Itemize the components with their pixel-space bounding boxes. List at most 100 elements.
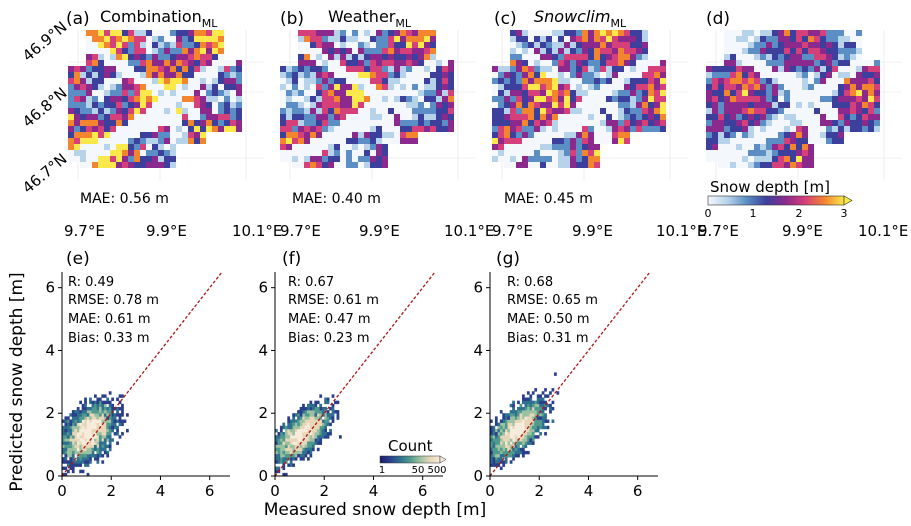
map-cell — [850, 96, 856, 102]
density-bin — [522, 438, 525, 442]
map-cell — [546, 72, 552, 78]
map-cell — [442, 96, 448, 102]
density-bin — [106, 410, 110, 414]
density-bin — [336, 400, 340, 405]
map-cell — [412, 42, 418, 48]
map-cell — [796, 126, 802, 132]
y-tick-label: 4 — [45, 341, 55, 359]
map-cell — [280, 132, 286, 138]
density-bin — [71, 413, 75, 417]
map-cell — [582, 84, 588, 90]
density-bin — [531, 425, 535, 430]
density-bin — [314, 441, 318, 445]
density-bin — [524, 438, 528, 442]
map-cell — [406, 66, 412, 72]
map-cell — [564, 108, 570, 114]
map-cell — [188, 132, 194, 138]
map-cell — [394, 90, 400, 96]
map-cell — [292, 132, 298, 138]
density-bin — [321, 410, 325, 414]
density-bin — [101, 460, 105, 464]
map-cell — [718, 78, 724, 84]
map-cell — [86, 150, 92, 156]
density-bin — [494, 450, 498, 455]
map-cell — [140, 66, 146, 72]
map-cell — [224, 114, 230, 120]
map-cell — [194, 96, 200, 102]
density-bin — [91, 416, 95, 420]
density-bin — [84, 460, 87, 464]
map-cell — [346, 150, 352, 156]
density-bin — [294, 425, 298, 430]
map-cell — [874, 120, 880, 126]
density-bin — [118, 394, 122, 398]
density-bin — [522, 400, 525, 405]
map-cell — [328, 42, 334, 48]
map-cell — [334, 96, 340, 102]
density-bin — [504, 450, 508, 455]
density-bin — [297, 432, 300, 436]
density-bin — [326, 419, 330, 423]
map-cell — [92, 114, 98, 120]
map-cell — [152, 138, 158, 144]
map-cell — [814, 30, 820, 36]
map-cell — [534, 60, 540, 66]
density-bin — [497, 435, 501, 439]
density-bin — [282, 463, 286, 467]
map-cell — [534, 84, 540, 90]
map-cell — [808, 96, 814, 102]
map-cell — [510, 102, 516, 108]
density-bin — [524, 406, 528, 411]
map-cell — [152, 30, 158, 36]
map-cell — [706, 66, 712, 72]
map-cell — [86, 96, 92, 102]
density-bin — [499, 438, 503, 442]
map-cell — [796, 144, 802, 150]
map-cell — [754, 108, 760, 114]
map-cell — [808, 144, 814, 150]
map-cell — [116, 60, 122, 66]
density-bin — [512, 447, 515, 452]
density-bin — [514, 416, 518, 420]
map-cell — [74, 150, 80, 156]
map-cell — [442, 84, 448, 90]
map-cell — [504, 144, 510, 150]
density-bin — [101, 403, 105, 408]
map-cell — [576, 54, 582, 60]
map-cell — [388, 30, 394, 36]
map-cell — [358, 78, 364, 84]
map-cell — [528, 78, 534, 84]
density-bin — [289, 432, 293, 436]
map-cell — [310, 108, 316, 114]
map-cell — [718, 162, 724, 168]
density-bin — [299, 419, 303, 423]
density-bin — [284, 438, 288, 442]
map-cell — [784, 108, 790, 114]
map-cell — [322, 108, 328, 114]
map-cell — [430, 66, 436, 72]
map-cell — [230, 66, 236, 72]
map-cell — [140, 156, 146, 162]
density-bin — [294, 432, 298, 436]
density-bin — [499, 450, 503, 455]
map-cell — [778, 78, 784, 84]
map-cell — [128, 90, 134, 96]
map-cell — [522, 162, 528, 168]
map-cell — [594, 42, 600, 48]
density-bin — [524, 432, 528, 436]
stats-e: R: 0.49 RMSE: 0.78 m MAE: 0.61 m Bias: 0… — [68, 275, 159, 346]
density-bin — [512, 441, 515, 445]
map-cell — [618, 96, 624, 102]
map-cell — [158, 132, 164, 138]
map-cell — [760, 78, 766, 84]
map-cell — [588, 132, 594, 138]
map-cell — [152, 108, 158, 114]
map-cell — [430, 54, 436, 60]
map-cell — [98, 138, 104, 144]
map-cell — [206, 78, 212, 84]
density-bin — [509, 441, 513, 445]
map-cell — [868, 78, 874, 84]
density-bin — [84, 438, 87, 442]
map-cell — [152, 96, 158, 102]
map-cell — [176, 66, 182, 72]
